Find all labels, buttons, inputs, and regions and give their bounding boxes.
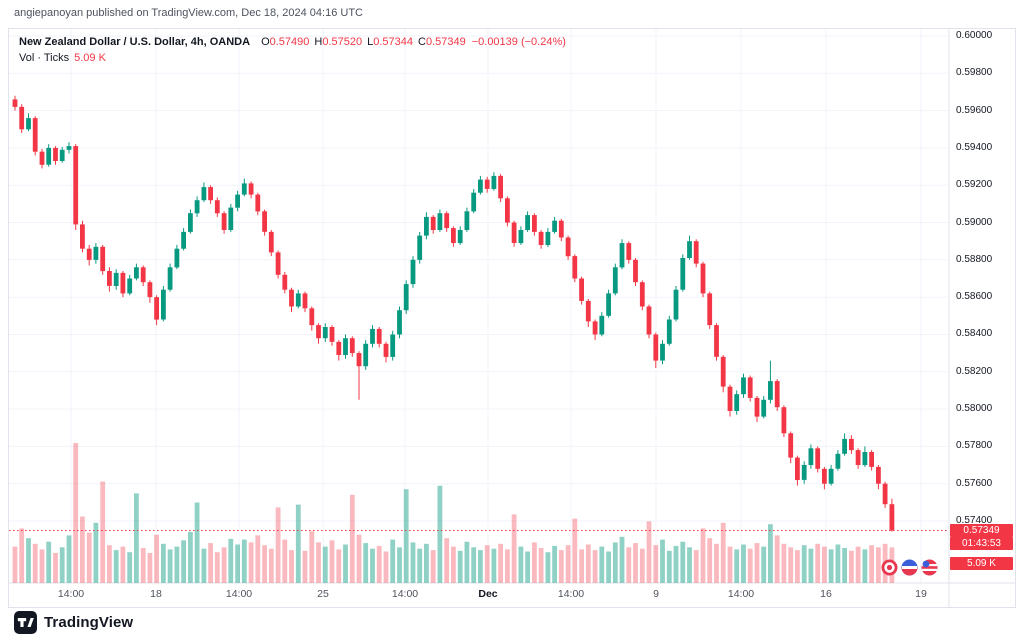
time-tick-label: 14:00 <box>57 588 85 600</box>
open-value: 0.57490 <box>269 36 310 48</box>
price-tick-label: 0.58800 <box>956 253 993 265</box>
footer-brand-link[interactable]: TradingView <box>14 611 133 634</box>
high-value: 0.57520 <box>322 36 363 48</box>
close-value: 0.57349 <box>425 36 466 48</box>
close-label: C <box>418 36 426 48</box>
change-value: −0.00139 (−0.24%) <box>471 36 566 48</box>
price-tick-label: 0.58200 <box>956 365 993 377</box>
price-tick-label: 0.59000 <box>956 216 993 228</box>
chart-legend: New Zealand Dollar / U.S. Dollar, 4h, OA… <box>19 36 566 65</box>
reaction-stripes-icon[interactable] <box>921 559 938 576</box>
time-tick-label: 25 <box>317 588 329 600</box>
open-label: O <box>261 36 270 48</box>
price-tick-label: 0.59400 <box>956 141 993 153</box>
volume-study-value: 5.09 K <box>74 52 106 64</box>
volume-study-label[interactable]: Vol · Ticks <box>19 52 70 64</box>
price-tick-label: 0.59200 <box>956 179 993 191</box>
time-tick-label: 14:00 <box>391 588 419 600</box>
price-tick-label: 0.59800 <box>956 67 993 79</box>
bar-countdown-badge: 01:43:53 <box>950 537 1013 550</box>
time-tick-label: Dec <box>478 588 498 600</box>
symbol-title[interactable]: New Zealand Dollar / U.S. Dollar, 4h, OA… <box>19 36 251 48</box>
price-tick-label: 0.58000 <box>956 403 993 415</box>
reaction-target-icon[interactable] <box>881 559 898 576</box>
price-axis[interactable]: 0.60000 0.59800 0.59600 0.59400 0.59200 0.590… <box>950 29 1014 585</box>
tradingview-logo-icon <box>14 611 37 634</box>
price-tick-label: 0.57600 <box>956 477 993 489</box>
low-value: 0.57344 <box>373 36 413 48</box>
price-tick-label: 0.58600 <box>956 291 993 303</box>
low-label: L <box>367 36 374 48</box>
price-tick-label: 0.60000 <box>956 30 993 41</box>
time-axis[interactable]: 14:00 18 14:00 25 14:00 Dec 14:00 9 14:00 16 19 <box>9 585 949 606</box>
brand-name: TradingView <box>44 614 134 631</box>
price-tick-label: 0.59600 <box>956 104 993 116</box>
price-tick-label: 0.57800 <box>956 440 993 452</box>
price-tick-label: 0.58400 <box>956 328 993 340</box>
reaction-icons[interactable] <box>881 559 938 576</box>
time-tick-label: 18 <box>150 588 162 600</box>
price-tick-label: 0.57400 <box>956 515 993 526</box>
volume-axis-badge: 5.09 K <box>950 557 1013 570</box>
time-tick-label: 14:00 <box>727 588 755 600</box>
high-label: H <box>314 36 323 48</box>
last-price-badge: 0.57349 <box>950 524 1013 537</box>
candlestick-chart-canvas[interactable] <box>9 29 1015 607</box>
attribution-text: angiepanoyan published on TradingView.co… <box>14 7 363 19</box>
time-tick-label: 14:00 <box>225 588 253 600</box>
time-tick-label: 9 <box>653 588 659 600</box>
time-tick-label: 16 <box>820 588 832 600</box>
reaction-flag-icon[interactable] <box>901 559 918 576</box>
time-tick-label: 19 <box>915 588 927 600</box>
time-tick-label: 14:00 <box>557 588 585 600</box>
chart-widget: New Zealand Dollar / U.S. Dollar, 4h, OA… <box>8 28 1016 608</box>
